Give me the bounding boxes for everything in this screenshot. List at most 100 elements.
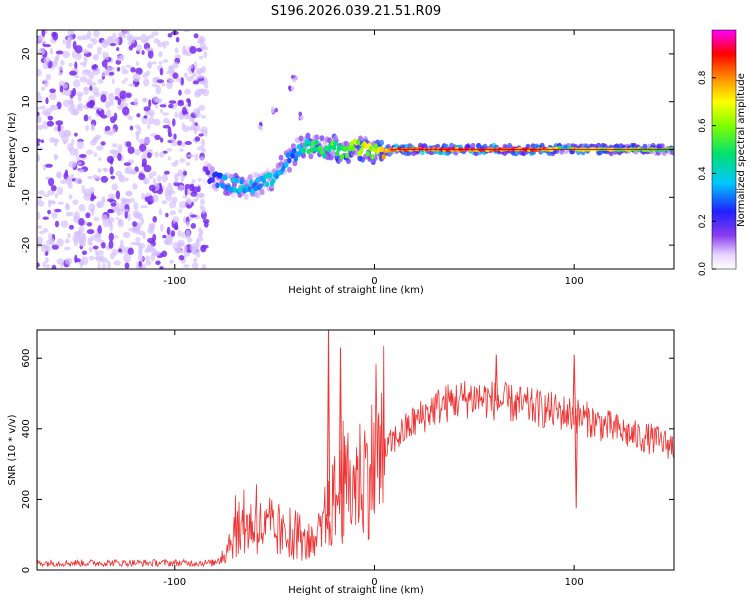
noise-blob [190,214,198,218]
noise-blob [113,260,121,266]
noise-blob [166,81,173,89]
ridge-core [239,178,244,185]
noise-blob [37,225,42,229]
noise-blob [54,208,62,213]
noise-blob [152,194,159,203]
noise-blob [88,116,93,121]
noise-blob [138,230,145,236]
y-tick-label: -10 [21,189,32,205]
snr-spike [326,330,331,517]
noise-blob [146,61,153,69]
noise-blob [151,61,157,65]
colorbar-gradient [711,29,737,270]
noise-blob [200,46,209,51]
noise-blob [165,185,174,193]
noise-blob [89,82,97,86]
noise-blob [195,239,200,248]
noise-blob [76,35,85,41]
noise-blob [62,99,71,108]
noise-blob [68,224,74,230]
noise-blob [92,245,99,250]
noise-blob [48,200,56,204]
noise-blob [112,128,116,134]
noise-blob [114,235,119,239]
noise-blob [43,56,51,64]
snr-y-ticks: 0 200 400 600 [21,349,674,573]
noise-blob [88,186,95,194]
noise-blob [114,37,120,42]
noise-blob [133,97,139,107]
colorbar-tick-label: 0.4 [698,166,708,181]
noise-blob [57,186,64,196]
noise-blob [97,168,102,173]
noise-blob [138,242,146,249]
noise-blob [59,85,64,93]
noise-blob [67,106,73,112]
noise-blob [125,177,129,182]
noise-blob [86,30,92,39]
noise-blob [165,212,169,218]
noise-blob [37,95,43,102]
noise-blob [156,79,164,84]
x-tick-label: 0 [371,577,377,588]
noise-blob [128,45,133,51]
noise-blob [96,145,104,151]
noise-blob [197,185,201,193]
noise-blob [97,46,102,53]
spectrogram-x-label: Height of straight line (km) [288,285,424,296]
noise-blob [150,113,154,118]
noise-blob [108,71,115,76]
noise-blob [183,264,190,268]
noise-blob [42,163,46,171]
noise-blob [161,174,168,183]
noise-blob [110,175,116,180]
noise-blob [193,33,199,39]
noise-blob [151,83,159,88]
spectrogram-y-label: Frequency (Hz) [7,112,18,188]
noise-blob [51,264,57,269]
noise-blob [78,218,85,226]
noise-blob [174,111,179,118]
noise-blob [107,198,115,202]
noise-blob [142,72,148,79]
noise-blob [145,260,152,266]
noise-blob [141,50,145,55]
noise-blob [145,255,151,261]
noise-blob [64,89,72,96]
noise-blob [108,232,115,242]
noise-blob [37,262,40,268]
noise-blob [90,123,96,132]
noise-blob [39,230,45,235]
noise-blob [41,139,44,143]
noise-blob [154,134,161,140]
noise-blob [115,217,119,221]
ridge-halo [259,189,265,196]
noise-blob [79,225,85,234]
noise-blob [195,251,201,258]
noise-blob [133,201,139,211]
noise-blob [108,240,114,249]
noise-blob [117,98,122,106]
ridge-core [220,182,225,189]
noise-blob [143,177,150,185]
noise-blob [72,79,81,88]
noise-blob [94,234,102,243]
noise-blob [161,112,170,116]
ridge-core [292,147,297,154]
noise-blob [141,192,145,200]
ridge-halo [247,174,253,181]
noise-blob [148,172,154,180]
noise-blob [100,114,108,119]
noise-blob [162,124,170,129]
ridge-core [379,146,385,152]
noise-blob [179,250,186,253]
noise-blob [188,65,194,69]
noise-blob [40,244,48,248]
noise-blob [37,68,42,77]
noise-blob [72,199,79,205]
noise-blob [48,177,55,187]
ridge-core [301,148,306,154]
noise-blob [64,238,70,244]
noise-blob [174,221,178,230]
noise-blob [88,203,96,212]
